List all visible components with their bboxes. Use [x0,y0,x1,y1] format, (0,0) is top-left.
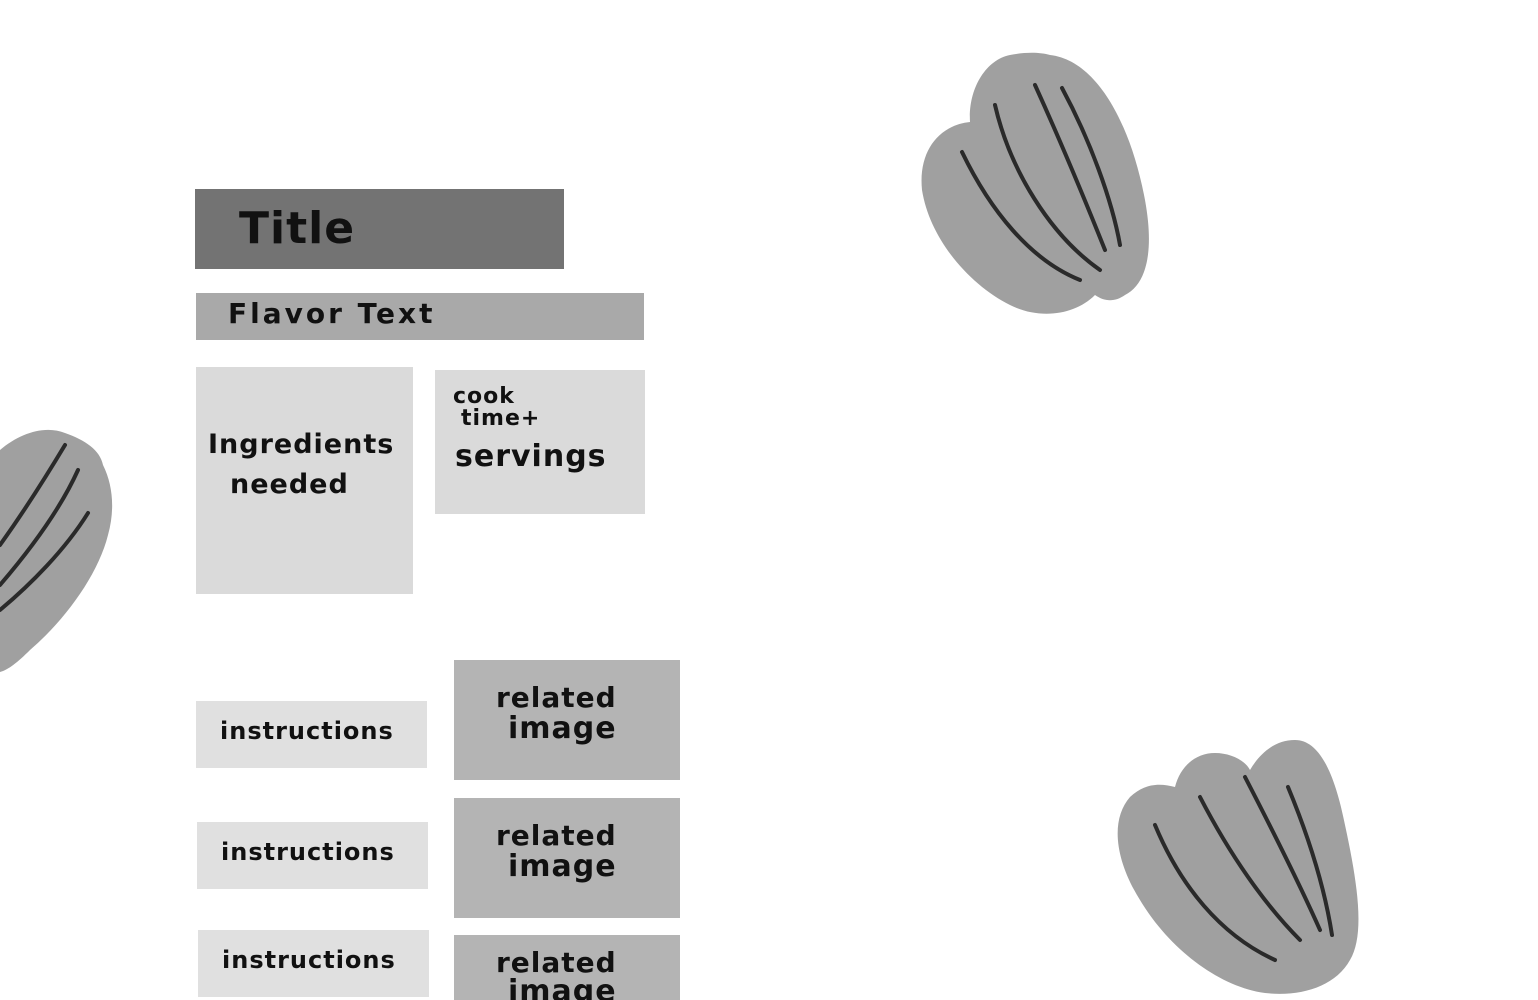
leaf-icon [0,429,113,672]
ingredients-label-line2: needed [230,469,349,500]
flavor-text-label: Flavor Text [228,297,436,330]
cook-label-line3: servings [455,439,607,474]
cook-label-line1: cook [453,384,515,409]
cook-time-servings-block: cook time+ servings [435,370,645,514]
related-image-label-line2: image [508,974,617,1000]
ingredients-block: Ingredients needed [196,367,413,594]
related-image-label-line1: related [496,681,617,714]
related-image-block: related image [454,935,680,1000]
leaf-icon [1117,740,1359,994]
instructions-block: instructions [198,930,429,997]
ingredients-label-line1: Ingredients [208,429,395,460]
related-image-label-line1: related [496,819,617,852]
instructions-label: instructions [222,946,396,974]
title-label: Title [239,203,356,254]
related-image-label-line2: image [508,711,617,746]
instructions-label: instructions [221,838,395,866]
related-image-label-line1: related [496,946,617,979]
title-block: Title [195,189,564,269]
flavor-text-block: Flavor Text [196,293,644,340]
instructions-label: instructions [220,717,394,745]
leaf-icon [921,52,1149,314]
related-image-block: related image [454,660,680,780]
instructions-block: instructions [196,701,427,768]
related-image-block: related image [454,798,680,918]
cook-label-line2: time+ [461,406,541,431]
instructions-block: instructions [197,822,428,889]
related-image-label-line2: image [508,849,617,884]
